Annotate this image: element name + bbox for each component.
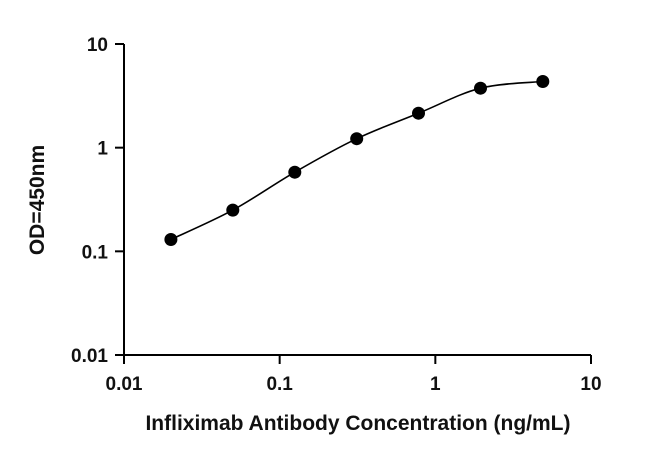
x-tick-label: 0.01 [106, 374, 143, 395]
data-point [350, 132, 364, 146]
y-tick-label: 10 [87, 35, 108, 56]
y-tick-label: 1 [97, 139, 108, 160]
y-axis-title: OD=450nm [26, 145, 49, 255]
x-axis-title: Infliximab Antibody Concentration (ng/mL… [145, 412, 570, 435]
x-tick-label: 0.1 [266, 374, 293, 395]
data-point [412, 106, 425, 120]
data-point [164, 233, 178, 246]
data-point [226, 203, 240, 217]
axes [123, 44, 591, 356]
data-points [164, 75, 550, 246]
x-tick-label: 10 [580, 374, 601, 395]
data-point [288, 165, 302, 179]
fit-curve [170, 80, 543, 241]
y-axis-ticks: 0.01 0.1 1 10 [71, 35, 124, 367]
x-tick-label: 1 [430, 374, 441, 395]
y-tick-label: 0.01 [71, 346, 108, 367]
y-tick-label: 0.1 [82, 242, 109, 263]
x-axis-ticks: 0.01 0.1 1 10 [106, 355, 602, 395]
data-point [474, 81, 487, 95]
data-point [536, 75, 550, 88]
